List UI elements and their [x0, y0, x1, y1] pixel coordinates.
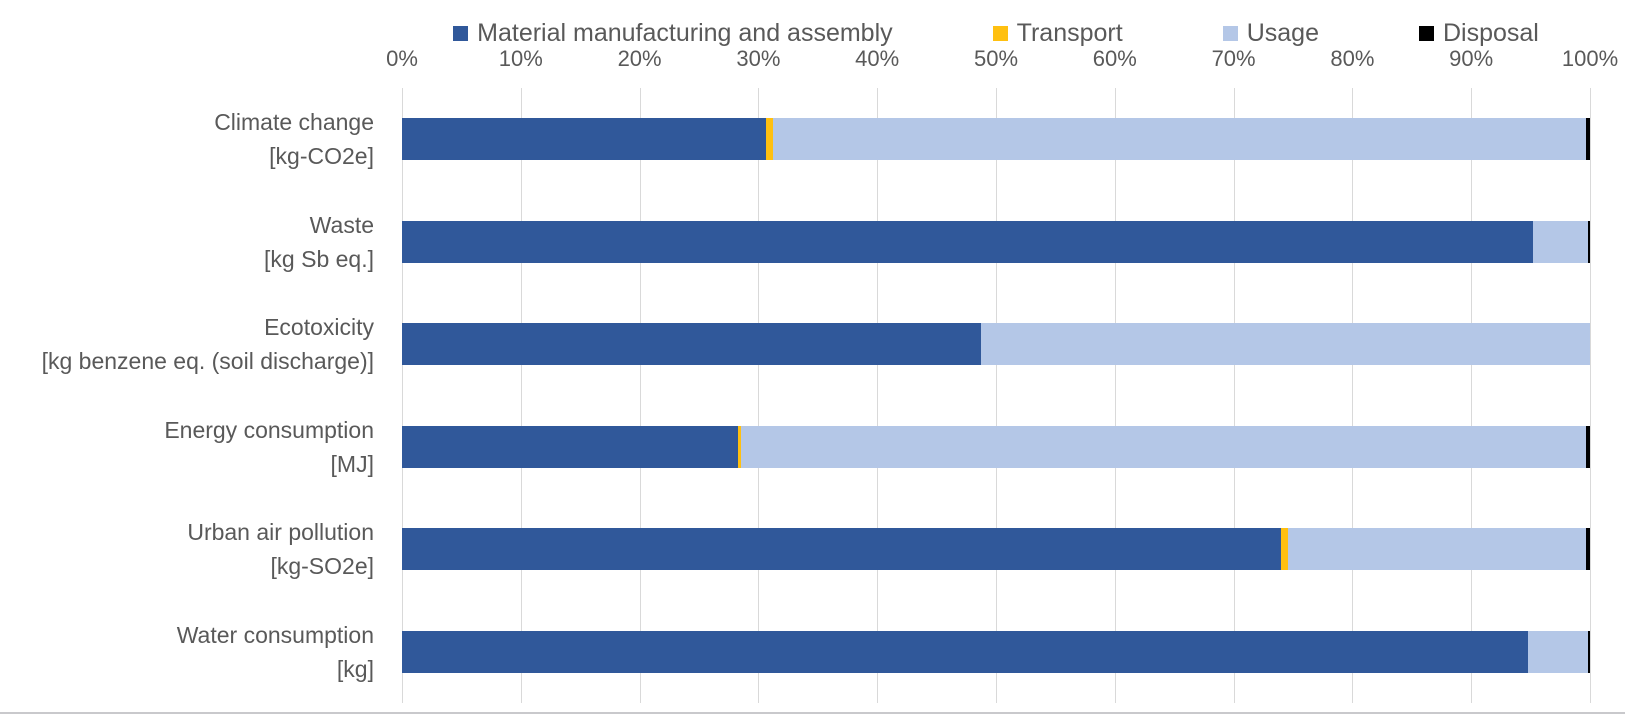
bar-row-urban-air-pollution [402, 528, 1590, 571]
bar-segment-material-manufacturing-and-assembly [402, 425, 739, 468]
bar-segment-disposal [1586, 425, 1590, 468]
bar-row-energy-consumption [402, 425, 1590, 468]
x-tick-label: 30% [736, 46, 781, 71]
bar-row-ecotoxicity [402, 323, 1590, 366]
legend-swatch-icon [1418, 25, 1434, 41]
category-label-name: Energy consumption [164, 416, 374, 443]
category-label-ecotoxicity: Ecotoxicity [kg benzene eq. (soil dischar… [0, 310, 374, 378]
bar-segment-usage [740, 425, 1587, 468]
chart-legend: Material manufacturing and assembly Trans… [402, 18, 1590, 48]
gridline [1471, 88, 1473, 703]
category-label-name: Waste [309, 211, 374, 238]
gridline [877, 88, 879, 703]
bar-segment-material-manufacturing-and-assembly [402, 118, 766, 161]
category-label-name: Ecotoxicity [264, 314, 374, 341]
bar-segment-usage [980, 323, 1590, 366]
category-label-unit: [kg benzene eq. (soil discharge)] [41, 348, 374, 375]
chart-bottom-border [0, 712, 1625, 714]
bar-segment-material-manufacturing-and-assembly [402, 323, 981, 366]
x-tick-label: 50% [973, 46, 1019, 71]
gridline [1590, 88, 1591, 703]
bar-segment-material-manufacturing-and-assembly [402, 528, 1282, 571]
bar-segment-material-manufacturing-and-assembly [402, 220, 1533, 263]
category-label-unit: [kg] [336, 655, 374, 682]
bar-row-climate-change [402, 118, 1590, 161]
gridline [520, 88, 522, 703]
x-tick-label: 20% [617, 46, 662, 71]
category-label-unit: [MJ] [330, 450, 374, 477]
x-tick-label: 10% [498, 46, 543, 71]
gridline [758, 88, 760, 703]
x-tick-label: 90% [1449, 46, 1494, 71]
category-label-energy-consumption: Energy consumption [MJ] [0, 413, 374, 481]
x-tick-label: 40% [855, 46, 900, 71]
legend-item-disposal: Disposal [1418, 18, 1539, 48]
bar-segment-usage [772, 118, 1587, 161]
x-tick-label: 70% [1211, 46, 1256, 71]
category-label-name: Climate change [214, 109, 374, 136]
x-tick-label: 60% [1092, 46, 1137, 71]
x-tick-label: 80% [1330, 46, 1375, 71]
bar-segment-disposal [1587, 630, 1590, 673]
x-tick-label: 0% [386, 46, 418, 71]
category-label-unit: [kg-SO2e] [270, 553, 374, 580]
bar-segment-transport [1281, 528, 1289, 571]
gridline [639, 88, 641, 703]
legend-swatch-icon [992, 25, 1008, 41]
bar-segment-transport [738, 425, 741, 468]
bar-segment-transport [765, 118, 773, 161]
category-label-name: Water consumption [176, 621, 374, 648]
bar-segment-disposal [1587, 220, 1590, 263]
bar-segment-usage [1532, 220, 1588, 263]
category-label-climate-change: Climate change [kg-CO2e] [0, 105, 374, 173]
bar-segment-usage [1288, 528, 1587, 571]
category-label-unit: [kg Sb eq.] [264, 245, 374, 272]
bar-segment-disposal [1586, 118, 1590, 161]
bar-row-waste [402, 220, 1590, 263]
legend-label: Usage [1246, 18, 1319, 47]
category-label-name: Urban air pollution [187, 519, 374, 546]
gridline [996, 88, 997, 703]
gridline [1233, 88, 1235, 703]
legend-item-transport: Transport [992, 18, 1123, 48]
category-label-urban-air-pollution: Urban air pollution [kg-SO2e] [0, 515, 374, 583]
legend-label: Disposal [1442, 18, 1539, 47]
gridline [402, 88, 403, 703]
legend-swatch-icon [453, 25, 469, 41]
legend-swatch-icon [1222, 25, 1238, 41]
category-label-unit: [kg-CO2e] [269, 143, 374, 170]
gridline [1352, 88, 1354, 703]
bar-segment-material-manufacturing-and-assembly [402, 630, 1529, 673]
bar-segment-usage [1528, 630, 1588, 673]
gridline [1114, 88, 1116, 703]
category-label-waste: Waste [kg Sb eq.] [0, 208, 374, 276]
legend-label: Transport [1016, 18, 1123, 47]
x-tick-label: 100% [1561, 46, 1619, 71]
bar-segment-disposal [1586, 528, 1590, 571]
legend-item-material-manufacturing-and-assembly: Material manufacturing and assembly [453, 18, 893, 48]
category-label-water-consumption: Water consumption [kg] [0, 618, 374, 686]
legend-label: Material manufacturing and assembly [477, 18, 893, 47]
bar-row-water-consumption [402, 630, 1590, 673]
legend-item-usage: Usage [1222, 18, 1319, 48]
